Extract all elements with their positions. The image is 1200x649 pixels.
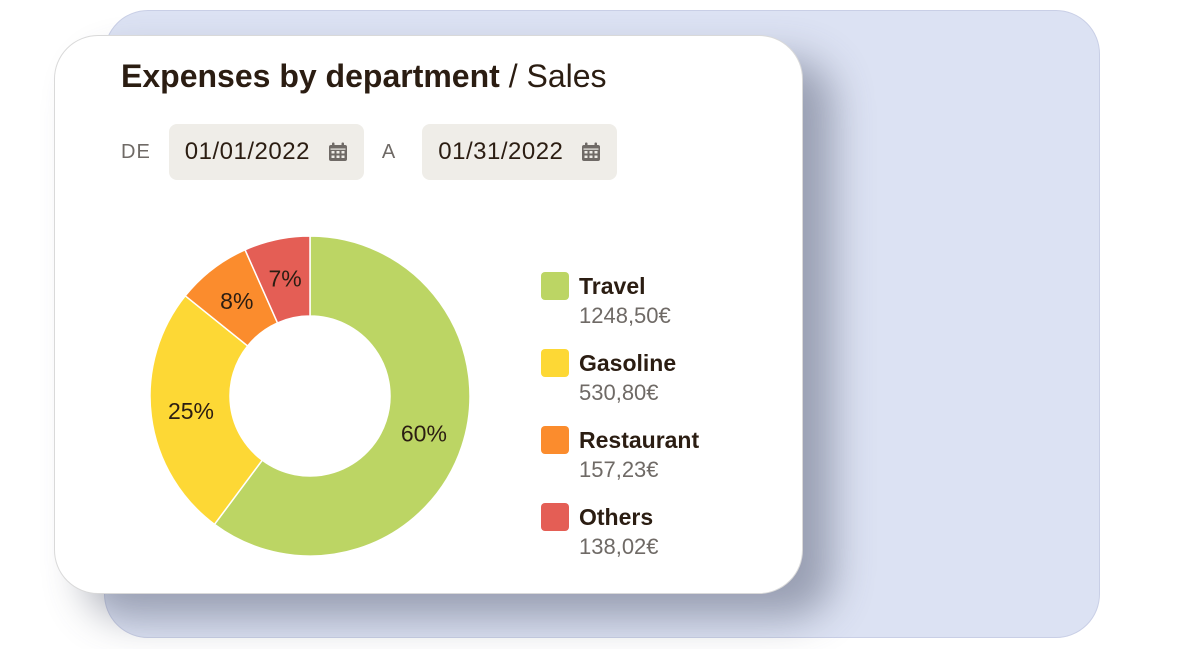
legend-swatch [541, 426, 569, 454]
legend-label: Travel [579, 273, 646, 299]
expenses-card: Expenses by department / Sales DE 01/01/… [54, 35, 803, 594]
date-range-filter: DE 01/01/2022 A 01/31/2022 [121, 124, 618, 180]
slice-label-others: 7% [268, 266, 301, 292]
calendar-icon[interactable] [581, 142, 601, 162]
page-title: Expenses by department / Sales [121, 56, 607, 96]
slice-label-travel: 60% [401, 421, 447, 447]
legend-swatch [541, 272, 569, 300]
slice-label-restaurant: 8% [220, 288, 253, 314]
to-date-value: 01/31/2022 [438, 138, 564, 165]
legend-label: Gasoline [579, 350, 677, 376]
from-label: DE [121, 140, 151, 163]
to-label: A [381, 140, 397, 163]
legend-label: Others [579, 504, 654, 530]
legend-swatch [541, 503, 569, 531]
legend-amount: 1248,50€ [579, 303, 671, 328]
title-separator: / [499, 58, 527, 94]
title-main: Expenses by department [121, 58, 500, 94]
slice-gasoline [149, 294, 264, 526]
legend-swatch [541, 349, 569, 377]
to-date-field[interactable]: 01/31/2022 [422, 124, 618, 180]
from-date-value: 01/01/2022 [184, 138, 310, 165]
slice-label-gasoline: 25% [168, 398, 214, 424]
legend-label: Restaurant [579, 427, 700, 453]
legend-amount: 530,80€ [579, 380, 659, 405]
slice-travel [213, 235, 471, 557]
slice-others [244, 235, 311, 324]
title-department: Sales [526, 58, 607, 94]
expenses-donut-chart: 60% 25% 8% 7% [149, 235, 471, 557]
legend-amount: 138,02€ [579, 534, 659, 559]
from-date-field[interactable]: 01/01/2022 [168, 124, 364, 180]
calendar-icon[interactable] [328, 142, 348, 162]
legend-amount: 157,23€ [579, 457, 659, 482]
